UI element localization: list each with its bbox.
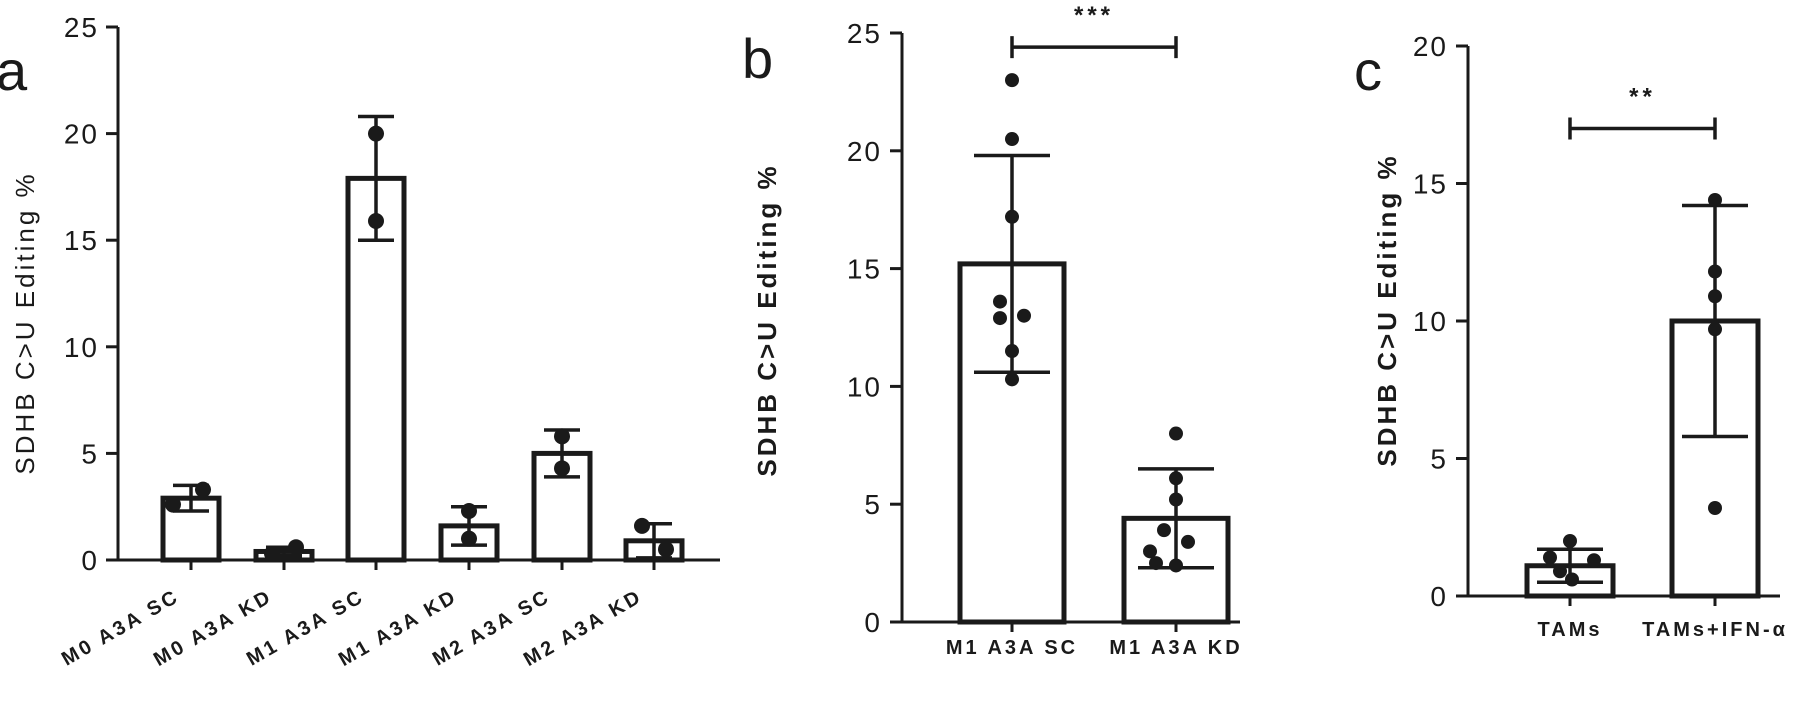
data-point — [1149, 556, 1163, 571]
data-point — [1181, 534, 1195, 549]
panel-b-letter: b — [742, 27, 773, 90]
data-point — [1565, 572, 1579, 587]
y-tick-label: 25 — [847, 18, 882, 49]
data-point — [658, 541, 674, 558]
data-point — [993, 311, 1007, 326]
panel-a-letter: a — [0, 39, 28, 102]
data-point — [1169, 471, 1183, 486]
data-point — [1553, 564, 1567, 579]
data-point — [1017, 308, 1031, 323]
y-tick-label: 15 — [847, 254, 882, 285]
y-tick-label: 10 — [1413, 306, 1448, 337]
data-point — [368, 125, 384, 142]
y-tick-label: 15 — [1413, 169, 1448, 200]
panel-c-ylabel: SDHB C>U Editing % — [1372, 153, 1402, 466]
category-label: TAMs — [1538, 619, 1603, 641]
panel-b-ylabel: SDHB C>U Editing % — [752, 163, 782, 476]
y-tick-label: 10 — [64, 332, 99, 363]
data-point — [461, 502, 477, 519]
data-point — [165, 496, 181, 513]
panel-a-ylabel: SDHB C>U Editing % — [10, 171, 40, 474]
panel-b-marks: 0 5 10 15 20 25 M1 A3A SC M1 A3A KD *** — [847, 2, 1242, 659]
data-point — [554, 460, 570, 477]
data-point — [1708, 289, 1722, 304]
data-point — [1005, 132, 1019, 147]
data-point — [1169, 492, 1183, 507]
data-point — [1543, 550, 1557, 565]
y-tick-label: 5 — [81, 438, 99, 469]
y-tick-label: 25 — [64, 12, 99, 43]
data-point — [1005, 372, 1019, 387]
data-point — [1708, 322, 1722, 337]
data-point — [1169, 558, 1183, 573]
y-tick-label: 5 — [1430, 444, 1448, 475]
y-tick-label: 15 — [64, 225, 99, 256]
panel-c: c SDHB C>U Editing % 0 5 10 15 20 TAMs TAMs+IF… — [1354, 31, 1788, 641]
y-tick-label: 0 — [864, 607, 882, 638]
data-point — [1005, 344, 1019, 359]
data-point — [264, 545, 280, 562]
data-point — [1169, 426, 1183, 441]
significance-label: *** — [1074, 2, 1114, 29]
category-label: M1 A3A KD — [1109, 637, 1242, 659]
category-label: M1 A3A SC — [946, 637, 1078, 659]
data-point — [368, 213, 384, 230]
data-point — [195, 481, 211, 498]
significance-label: ** — [1629, 84, 1656, 111]
data-point — [1708, 501, 1722, 515]
data-point — [1005, 209, 1019, 224]
y-tick-label: 5 — [864, 489, 882, 520]
data-point — [554, 428, 570, 445]
panel-b: b SDHB C>U Editing % 0 5 10 15 20 25 M1 A3A SC… — [742, 2, 1242, 659]
data-point — [1587, 553, 1601, 568]
y-tick-label: 0 — [81, 545, 99, 576]
y-tick-label: 20 — [64, 119, 99, 150]
panel-c-letter: c — [1354, 39, 1382, 102]
y-tick-label: 20 — [847, 136, 882, 167]
data-point — [1005, 73, 1019, 88]
y-tick-label: 20 — [1413, 31, 1448, 62]
y-tick-label: 10 — [847, 371, 882, 402]
data-point — [288, 539, 304, 556]
panel-c-marks: 0 5 10 15 20 TAMs TAMs+IFN-α ** — [1413, 31, 1788, 641]
data-point — [1143, 544, 1157, 559]
data-point — [1563, 534, 1577, 548]
data-point — [993, 294, 1007, 309]
category-label: TAMs+IFN-α — [1642, 619, 1788, 641]
data-point — [634, 517, 650, 534]
data-point — [1708, 193, 1722, 207]
y-tick-label: 0 — [1430, 581, 1448, 612]
data-point — [1157, 523, 1171, 538]
data-point — [1708, 264, 1722, 279]
data-point — [461, 530, 477, 547]
